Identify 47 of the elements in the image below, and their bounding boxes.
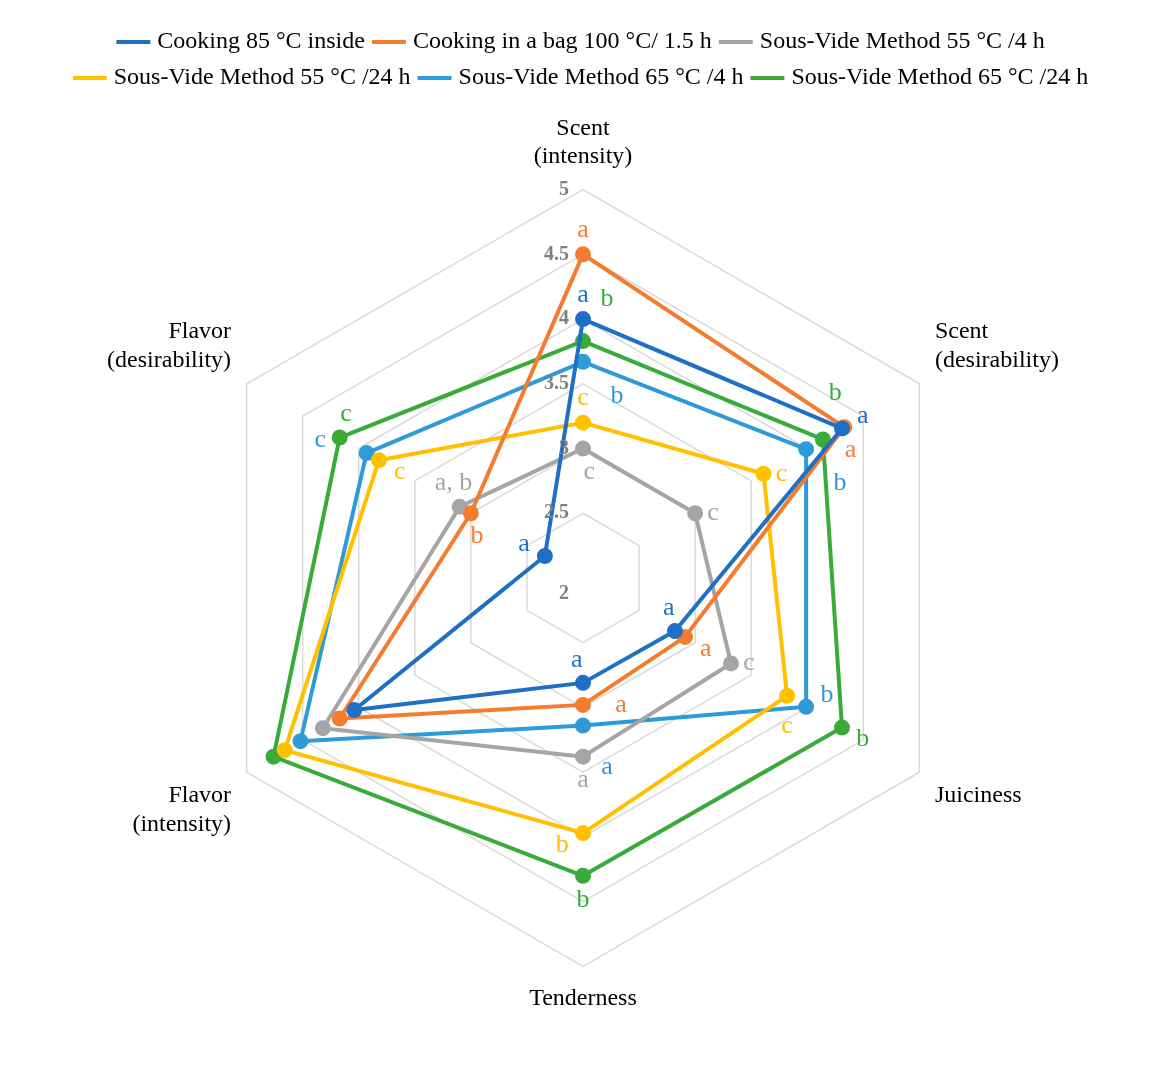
data-label: b <box>576 883 590 913</box>
legend-label: Sous-Vide Method 55 °C /4 h <box>759 27 1045 54</box>
data-label: c <box>707 497 719 527</box>
data-label: b <box>833 466 847 496</box>
data-label: b <box>820 678 834 708</box>
data-label: a <box>700 632 713 662</box>
data-label: c <box>393 456 406 486</box>
y-tick-label: 2 <box>559 581 569 604</box>
y-tick-label: 3.5 <box>544 370 569 393</box>
spoke-label: Flavor (intensity) <box>132 780 232 836</box>
data-label: b <box>470 520 484 550</box>
legend-label: Sous-Vide Method 65 °C /24 h <box>791 63 1089 90</box>
data-label: b <box>610 379 624 409</box>
data-label: a, b <box>434 467 473 497</box>
legend-label: Sous-Vide Method 65 °C /4 h <box>458 63 744 90</box>
y-tick-label: 4 <box>559 306 569 329</box>
data-label: a <box>844 434 857 464</box>
data-label: c <box>583 455 595 485</box>
data-label: c <box>340 398 352 428</box>
data-label: a <box>577 764 590 794</box>
y-tick-label: 5 <box>559 176 569 199</box>
data-label: a <box>662 591 675 621</box>
legend-label: Cooking in a bag 100 °C/ 1.5 h <box>412 27 712 54</box>
data-label: c <box>743 647 755 677</box>
data-label: a <box>577 214 590 244</box>
legend-label: Sous-Vide Method 55 °C /24 h <box>113 63 411 90</box>
spoke-label: Scent (intensity) <box>533 113 633 169</box>
data-label: b <box>828 376 842 406</box>
data-label: c <box>775 457 788 487</box>
data-label: a <box>518 527 531 557</box>
data-label: a <box>857 400 870 430</box>
legend-label: Cooking 85 °C inside <box>157 27 365 54</box>
data-label: a <box>615 688 628 718</box>
y-tick-label: 4.5 <box>544 241 569 264</box>
data-label: c <box>781 709 793 739</box>
data-label: a <box>577 278 590 308</box>
spoke-label: Juiciness <box>934 780 1022 807</box>
data-label: a <box>601 750 614 780</box>
spoke-label: Tenderness <box>529 984 637 1011</box>
spoke-label: Flavor (desirability) <box>107 316 232 372</box>
spoke-label: Scent (desirability) <box>934 316 1059 372</box>
data-label: b <box>555 828 569 858</box>
data-label: a <box>571 643 584 673</box>
data-label: c <box>314 424 327 454</box>
data-label: b <box>856 723 870 753</box>
data-label: b <box>600 283 614 313</box>
data-label: c <box>577 382 589 412</box>
